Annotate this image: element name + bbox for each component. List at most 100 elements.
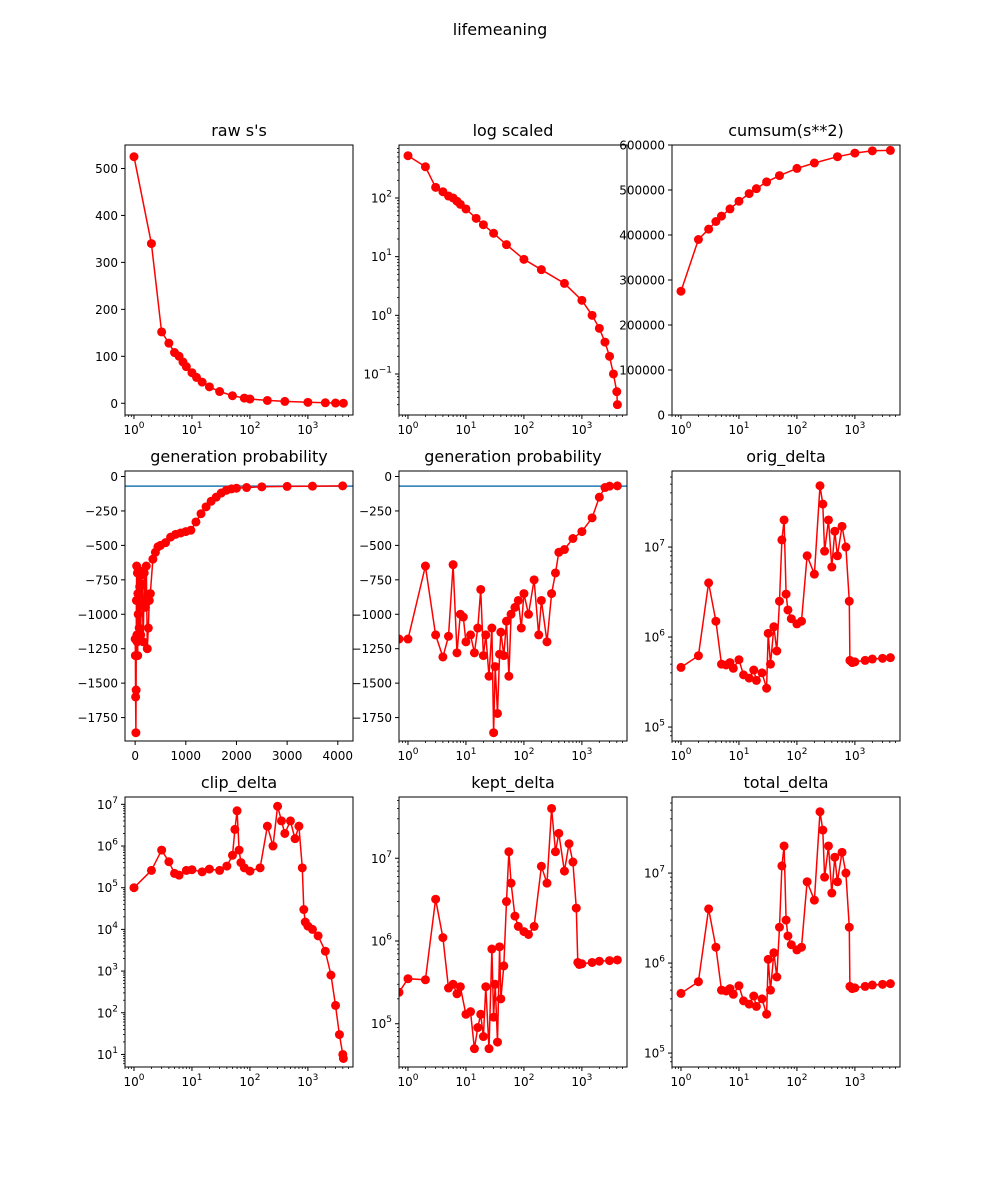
x-tick-label-base: 10: [455, 749, 470, 763]
x-tick-label-exponent: 0: [686, 1073, 692, 1083]
data-point: [728, 663, 738, 673]
x-tick-label-base: 10: [728, 1075, 743, 1089]
y-tick-label-exponent: 2: [112, 1004, 118, 1014]
data-point: [594, 956, 604, 966]
data-point: [320, 946, 330, 956]
data-point: [524, 929, 534, 939]
data-point: [711, 942, 721, 952]
data-point: [157, 327, 167, 337]
data-point: [878, 979, 888, 989]
data-point: [711, 217, 721, 226]
data-point: [704, 904, 714, 914]
data-point: [765, 659, 775, 669]
data-point: [550, 568, 560, 578]
data-point: [818, 825, 828, 835]
data-point: [326, 970, 336, 980]
y-tick-label: −750: [359, 573, 392, 587]
x-tick-label-base: 10: [844, 749, 859, 763]
data-point: [164, 857, 174, 867]
data-point: [469, 648, 479, 658]
data-point: [136, 630, 146, 640]
x-tick-label-exponent: 1: [744, 1073, 750, 1083]
x-tick-label: 103: [571, 747, 592, 763]
subplot-title: total_delta: [743, 773, 828, 793]
data-point: [536, 265, 546, 275]
data-point: [815, 807, 825, 817]
axes-frame: [124, 144, 354, 416]
data-point: [476, 584, 486, 594]
data-point: [227, 850, 237, 860]
data-point: [131, 728, 141, 738]
data-point: [510, 602, 520, 612]
x-tick-label: 102: [786, 1073, 807, 1089]
x-tick-label: 2000: [221, 749, 252, 763]
x-tick-label-exponent: 1: [471, 747, 477, 757]
data-point: [797, 942, 807, 952]
x-tick-label-base: 10: [571, 423, 586, 437]
data-point: [783, 605, 793, 615]
data-point: [129, 883, 139, 893]
data-point: [809, 895, 819, 905]
data-point: [231, 483, 241, 493]
data-point: [420, 561, 430, 571]
y-tick-label-exponent: 5: [386, 1015, 392, 1025]
x-tick-label-exponent: 3: [860, 747, 866, 757]
y-tick-label: −1000: [351, 608, 392, 622]
axes-frame: [671, 470, 901, 742]
x-tick-label: 101: [728, 747, 749, 763]
x-tick-label-exponent: 3: [313, 1073, 319, 1083]
x-tick-label-exponent: 1: [744, 747, 750, 757]
x-tick-label-base: 10: [786, 423, 801, 437]
x-tick-label-base: 10: [728, 423, 743, 437]
y-tick-label: 0: [384, 470, 392, 484]
data-point: [489, 1012, 499, 1022]
data-point: [769, 622, 779, 632]
data-point: [257, 482, 267, 492]
data-point: [452, 648, 462, 658]
data-point: [837, 847, 847, 857]
data-point: [860, 655, 870, 665]
x-tick-label-exponent: 2: [255, 1073, 261, 1083]
data-point: [232, 806, 242, 816]
y-tick-label: 300: [95, 256, 118, 270]
data-point: [577, 295, 587, 305]
y-tick-label: 100: [371, 307, 392, 323]
x-tick-label: 1000: [171, 749, 202, 763]
y-tick-label: 400000: [619, 229, 665, 243]
data-point: [781, 589, 791, 599]
y-tick-label-base: 10: [371, 852, 386, 866]
y-tick-label-exponent: 1: [112, 1046, 118, 1056]
x-tick-label: 103: [297, 1073, 318, 1089]
data-point: [612, 955, 622, 965]
x-tick-label: 101: [455, 747, 476, 763]
y-tick-label: 105: [371, 1015, 392, 1031]
y-tick-label-exponent: 7: [386, 850, 392, 860]
data-point: [255, 863, 265, 873]
data-point: [885, 979, 895, 989]
data-point: [245, 866, 255, 876]
data-point: [285, 816, 295, 826]
y-tick-label: 100000: [619, 364, 665, 378]
data-point: [716, 211, 726, 221]
data-point: [280, 396, 290, 406]
data-point: [134, 623, 144, 633]
data-point: [744, 999, 754, 1009]
data-point: [757, 668, 767, 678]
data-point: [830, 526, 840, 536]
data-point: [792, 163, 802, 173]
data-point: [774, 922, 784, 932]
data-point: [131, 685, 141, 695]
y-tick-label-base: 10: [644, 957, 659, 971]
y-tick-label: 200: [95, 303, 118, 317]
x-tick-label-exponent: 2: [802, 747, 808, 757]
data-point: [187, 865, 197, 875]
data-point: [501, 616, 511, 626]
data-point: [765, 985, 775, 995]
x-tick-label-exponent: 3: [860, 421, 866, 431]
data-point: [832, 877, 842, 887]
y-tick-label: −1250: [351, 642, 392, 656]
x-tick-label-base: 10: [670, 1075, 685, 1089]
data-point: [751, 675, 761, 685]
x-tick-label: 4000: [323, 749, 354, 763]
data-point: [550, 847, 560, 857]
